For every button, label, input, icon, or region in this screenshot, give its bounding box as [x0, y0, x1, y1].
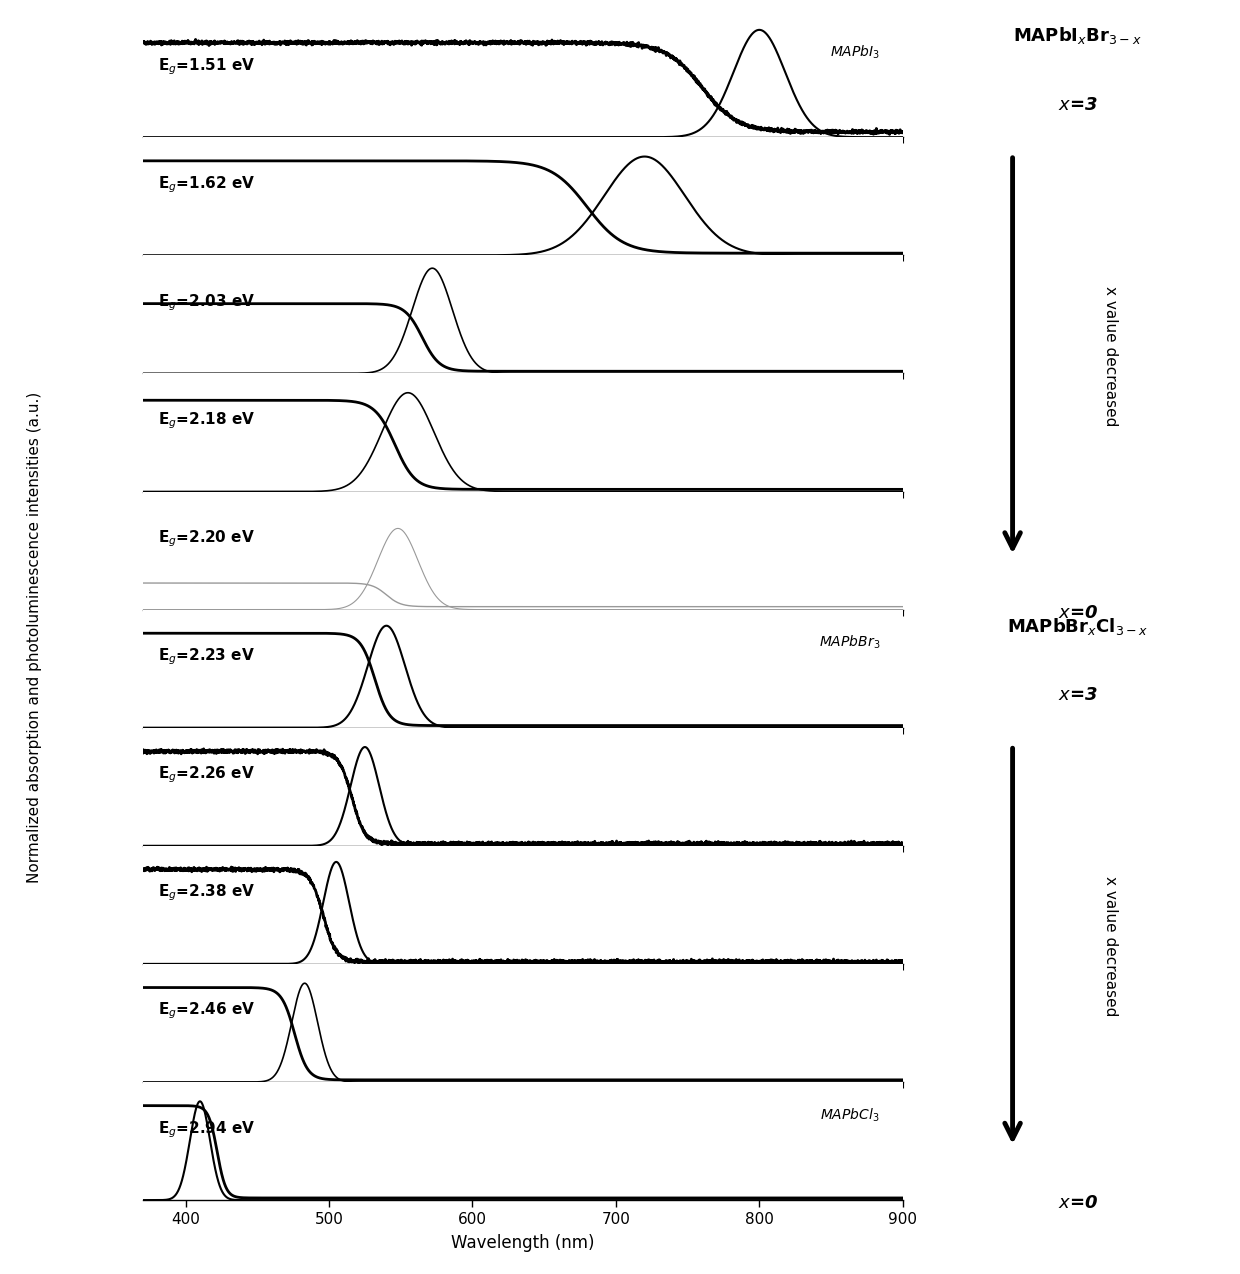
Text: $x$=0: $x$=0 [1058, 1194, 1097, 1212]
Text: MAPbI$_3$: MAPbI$_3$ [830, 43, 880, 61]
Text: E$_g$=2.26 eV: E$_g$=2.26 eV [157, 764, 254, 785]
Text: $x$=3: $x$=3 [1058, 96, 1097, 113]
Text: x value decreased: x value decreased [1102, 285, 1117, 426]
Text: MAPbBr$_3$: MAPbBr$_3$ [818, 634, 880, 651]
Text: Normalized absorption and photoluminescence intensities (a.u.): Normalized absorption and photoluminesce… [27, 391, 42, 883]
Text: E$_g$=2.94 eV: E$_g$=2.94 eV [157, 1119, 255, 1139]
Text: E$_g$=1.62 eV: E$_g$=1.62 eV [157, 175, 255, 195]
Text: E$_g$=2.18 eV: E$_g$=2.18 eV [157, 410, 255, 431]
Text: MAPbBr$_x$Cl$_{3-x}$: MAPbBr$_x$Cl$_{3-x}$ [1007, 615, 1148, 637]
Text: $x$=0: $x$=0 [1058, 604, 1097, 622]
Text: E$_g$=2.03 eV: E$_g$=2.03 eV [157, 292, 255, 313]
Text: MAPbI$_x$Br$_{3-x}$: MAPbI$_x$Br$_{3-x}$ [1013, 25, 1142, 46]
Text: $x$=3: $x$=3 [1058, 687, 1097, 705]
X-axis label: Wavelength (nm): Wavelength (nm) [451, 1233, 594, 1252]
Text: E$_g$=2.38 eV: E$_g$=2.38 eV [157, 883, 255, 903]
Text: E$_g$=2.46 eV: E$_g$=2.46 eV [157, 1001, 255, 1022]
Text: MAPbCl$_3$: MAPbCl$_3$ [820, 1106, 880, 1124]
Text: E$_g$=2.20 eV: E$_g$=2.20 eV [157, 529, 254, 549]
Text: x value decreased: x value decreased [1102, 877, 1117, 1017]
Text: E$_g$=2.23 eV: E$_g$=2.23 eV [157, 646, 254, 668]
Text: E$_g$=1.51 eV: E$_g$=1.51 eV [157, 56, 255, 76]
